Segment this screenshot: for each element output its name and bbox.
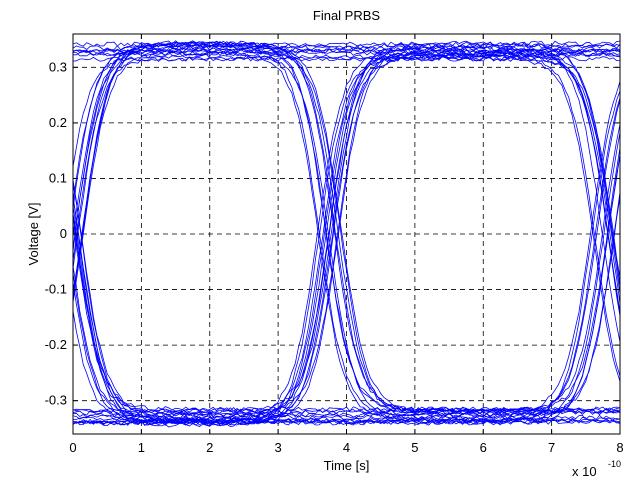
tick-labels: 0 1 2 3 4 5 6 7 8 -0.3 -0.2 -0.1 0 0.1 0.2 0.3	[45, 59, 624, 455]
y-axis-label: Voltage [V]	[26, 203, 41, 266]
eye-trace	[73, 56, 620, 261]
x-tick-label: 1	[138, 440, 145, 455]
chart-title: Final PRBS	[313, 8, 381, 23]
eye-trace	[73, 52, 620, 424]
eye-trace	[73, 41, 620, 414]
x-tick-label: 4	[343, 440, 350, 455]
eye-trace	[73, 44, 620, 417]
x-axis-multiplier: x 10	[572, 464, 597, 479]
y-tick-label: -0.2	[45, 337, 67, 352]
eye-trace	[73, 90, 620, 424]
eye-trace	[73, 43, 620, 416]
ticks	[72, 34, 621, 434]
eye-trace	[73, 53, 620, 304]
eye-trace	[73, 56, 620, 428]
y-tick-label: -0.3	[45, 393, 67, 408]
eye-trace	[73, 54, 620, 426]
eye-trace	[73, 48, 620, 54]
x-tick-label: 6	[480, 440, 487, 455]
x-tick-label: 7	[548, 440, 555, 455]
eye-trace	[73, 197, 620, 418]
y-tick-label: 0	[60, 226, 67, 241]
y-tick-label: -0.1	[45, 282, 67, 297]
x-axis-multiplier-exponent: -10	[608, 459, 621, 469]
y-tick-label: 0.3	[49, 59, 67, 74]
eye-trace	[73, 51, 620, 423]
eye-trace	[73, 43, 620, 416]
eye-trace	[73, 48, 620, 421]
eye-trace	[73, 192, 620, 418]
traces	[73, 40, 620, 428]
x-tick-label: 2	[206, 440, 213, 455]
eye-trace	[73, 51, 620, 424]
eye-trace	[73, 40, 620, 412]
x-tick-label: 8	[616, 440, 623, 455]
y-tick-label: 0.1	[49, 170, 67, 185]
x-tick-label: 5	[411, 440, 418, 455]
eye-trace	[73, 48, 620, 421]
x-axis-label: Time [s]	[324, 458, 370, 473]
eye-trace	[73, 54, 620, 427]
x-tick-label: 3	[275, 440, 282, 455]
x-tick-label: 0	[69, 440, 76, 455]
eye-trace	[73, 81, 620, 415]
eye-trace	[73, 213, 620, 423]
y-tick-label: 0.2	[49, 115, 67, 130]
